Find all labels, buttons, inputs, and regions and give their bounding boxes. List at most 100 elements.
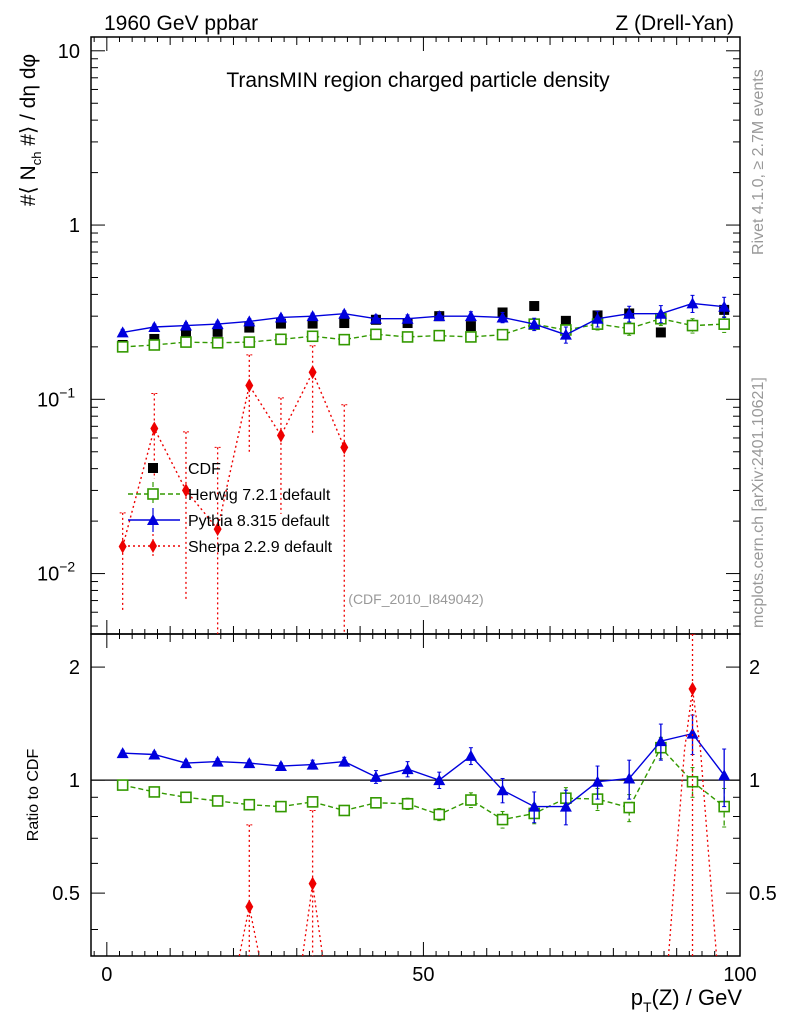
pythia-point xyxy=(623,307,636,319)
herwig-point xyxy=(338,804,351,817)
cdf-point xyxy=(307,318,318,329)
sherpa-point xyxy=(308,365,317,380)
pythia-point xyxy=(338,307,351,319)
cdf-point xyxy=(244,322,255,333)
herwig-point xyxy=(148,339,161,351)
pythia-point xyxy=(591,312,604,324)
pythia-point xyxy=(496,311,509,323)
pythia-point xyxy=(211,755,224,767)
y-tick-label: 10 xyxy=(58,41,80,63)
cdf-point xyxy=(465,321,476,332)
sherpa-point xyxy=(308,876,317,891)
legend-label-herwig: Herwig 7.2.1 default xyxy=(188,487,331,504)
pythia-point xyxy=(559,328,572,340)
pythia-point xyxy=(654,735,667,747)
ratio-axis-ticks: 0.5 0.5 1 1 2 2 xyxy=(52,657,777,931)
cdf-point xyxy=(275,318,286,329)
cdf-point xyxy=(149,333,160,344)
cdf-point xyxy=(560,315,571,326)
cdf-point xyxy=(180,328,191,339)
pythia-point xyxy=(401,312,414,324)
legend: CDF Herwig 7.2.1 default Pythia 8.315 defa… xyxy=(128,461,333,558)
cdf-point xyxy=(529,301,540,312)
herwig-point xyxy=(211,795,224,807)
sherpa-point xyxy=(213,522,222,537)
y-tick-label: 10−1 xyxy=(37,384,75,411)
herwig-point xyxy=(465,331,477,343)
ratio-y-tick-label-right: 0.5 xyxy=(749,883,777,905)
header-left: 1960 GeV ppbar xyxy=(104,12,258,35)
pythia-point xyxy=(718,300,731,312)
herwig-point xyxy=(148,786,161,798)
herwig-point xyxy=(243,798,256,811)
herwig-point xyxy=(275,800,287,813)
pythia-point xyxy=(528,800,541,812)
pythia-point xyxy=(116,326,129,338)
x-tick-label: 50 xyxy=(412,964,434,986)
sherpa-point xyxy=(276,428,285,443)
ratio-y-tick-label: 0.5 xyxy=(52,883,80,905)
ratio-y-tick-label-right: 1 xyxy=(749,770,760,792)
header-right: Z (Drell-Yan) xyxy=(615,12,734,35)
analysis-watermark: (CDF_2010_I849042) xyxy=(348,591,483,607)
pythia-point xyxy=(464,310,477,322)
herwig-point xyxy=(116,341,129,353)
herwig-point xyxy=(211,337,224,349)
x-tick-label: 100 xyxy=(723,964,756,986)
sherpa-line xyxy=(122,370,345,547)
herwig-point xyxy=(180,336,192,348)
herwig-point xyxy=(275,333,287,346)
herwig-point xyxy=(180,791,192,804)
ratio-y-tick-label: 2 xyxy=(69,657,80,679)
pythia-point xyxy=(211,318,224,330)
herwig-point xyxy=(496,813,509,826)
herwig-point xyxy=(686,319,699,332)
pythia-point xyxy=(401,763,414,775)
main-data-marks xyxy=(116,294,731,634)
side-label-mcplots: mcplots.cern.ch [arXiv:2401.10621] xyxy=(750,377,767,628)
y-tick-label: 1 xyxy=(69,215,80,237)
y-tick-label: 10−2 xyxy=(37,559,75,586)
pythia-point xyxy=(274,760,287,772)
cdf-point xyxy=(339,318,350,329)
herwig-point xyxy=(116,779,129,791)
legend-label-data: CDF xyxy=(188,461,221,478)
sherpa-point xyxy=(340,440,349,455)
pythia-line xyxy=(122,732,725,808)
x-axis-label: pT(Z) / GeV xyxy=(631,985,743,1015)
pythia-point xyxy=(243,315,256,327)
pythia-point xyxy=(369,312,382,324)
sherpa-point xyxy=(181,483,190,498)
pythia-point xyxy=(274,311,287,323)
pythia-point xyxy=(654,307,667,319)
herwig-point xyxy=(718,318,730,330)
sherpa-point xyxy=(118,539,127,554)
cdf-point xyxy=(212,326,223,337)
sherpa-point xyxy=(150,421,159,436)
herwig-point xyxy=(465,794,477,806)
chart-title: TransMIN region charged particle density xyxy=(226,69,610,92)
pythia-point xyxy=(686,727,699,739)
sherpa-line xyxy=(301,883,324,956)
pythia-point xyxy=(591,775,604,787)
pythia-point xyxy=(179,757,192,769)
pythia-point xyxy=(686,297,699,309)
main-axis-ticks: 0 50 100 10−2 10−1 1 10 xyxy=(37,37,757,986)
pythia-point xyxy=(433,774,446,786)
ratio-y-tick-label-right: 2 xyxy=(749,657,760,679)
pythia-point xyxy=(243,757,256,769)
pythia-point xyxy=(528,318,541,330)
ratio-data-marks xyxy=(116,634,731,956)
herwig-point xyxy=(306,796,319,808)
pythia-point xyxy=(369,770,382,782)
herwig-point xyxy=(306,330,319,343)
herwig-point xyxy=(370,797,382,809)
herwig-point xyxy=(433,329,446,342)
herwig-point xyxy=(147,488,159,500)
cdf-point xyxy=(148,463,158,473)
pythia-point xyxy=(496,784,509,796)
sherpa-point xyxy=(149,539,157,553)
pythia-point xyxy=(464,749,477,761)
main-y-axis-label: #⟨ Nch #⟩ / dη dφ xyxy=(17,54,44,206)
